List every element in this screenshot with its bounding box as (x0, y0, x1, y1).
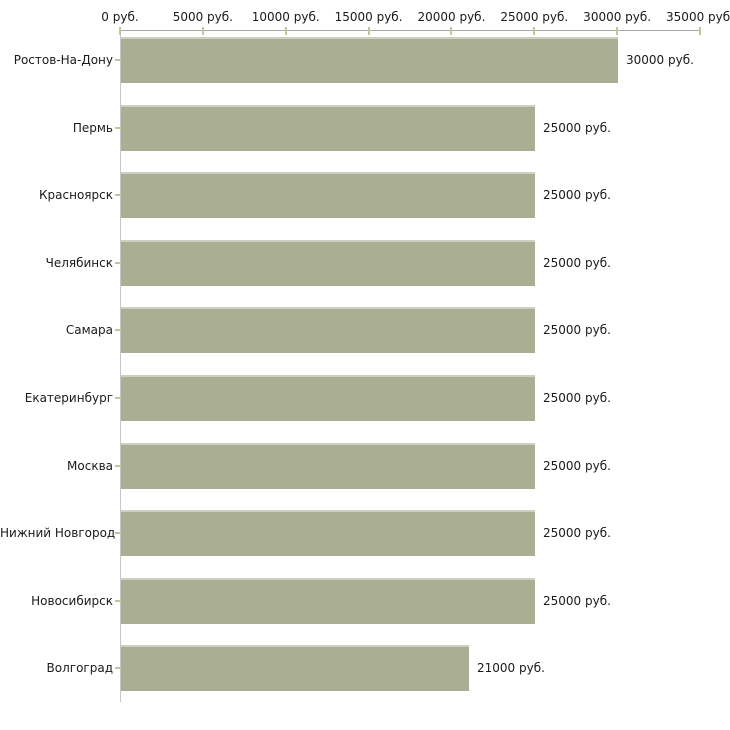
x-axis-tick-label: 20000 руб. (417, 10, 486, 24)
x-axis-tick-label: 30000 руб. (583, 10, 652, 24)
x-axis-tick-label: 0 руб. (101, 10, 139, 24)
category-label: Волгоград (46, 661, 113, 676)
category-label: Челябинск (45, 255, 113, 270)
bar (121, 104, 535, 151)
bar (121, 307, 535, 354)
category-label: Самара (65, 323, 113, 338)
bar-value-label: 25000 руб. (543, 188, 611, 203)
x-axis-tick-label: 25000 руб. (500, 10, 569, 24)
bar-value-label: 25000 руб. (543, 255, 611, 270)
category-tick (115, 59, 121, 61)
bar-value-label: 25000 руб. (543, 458, 611, 473)
x-axis-tick (533, 27, 536, 35)
x-axis-tick-label: 35000 руб. (666, 10, 730, 24)
x-axis-tick-label: 10000 руб. (251, 10, 320, 24)
category-label: Пермь (72, 120, 113, 135)
bar (121, 510, 535, 557)
category-tick (115, 464, 121, 467)
x-axis-tick (450, 27, 453, 35)
x-axis-tick (201, 27, 204, 35)
y-axis-line (120, 30, 121, 702)
bar-value-label: 21000 руб. (477, 661, 545, 676)
bar (121, 442, 535, 489)
bar-value-label: 25000 руб. (543, 526, 611, 541)
category-tick (115, 599, 121, 602)
x-axis-tick (367, 27, 370, 35)
bar (121, 37, 618, 83)
category-label: Ростов-На-Дону (13, 53, 113, 67)
bar (121, 172, 535, 219)
category-tick (115, 194, 121, 197)
category-tick (115, 397, 121, 399)
category-tick (115, 532, 121, 535)
x-axis-tick-label: 5000 руб. (172, 10, 233, 24)
category-label: Новосибирск (31, 593, 113, 608)
bar (121, 577, 535, 624)
category-label: Москва (67, 458, 113, 473)
x-axis-tick (616, 27, 619, 35)
category-tick (115, 261, 121, 264)
bar-value-label: 25000 руб. (543, 593, 611, 608)
bar (121, 239, 535, 286)
bar-value-label: 30000 руб. (626, 53, 694, 67)
bar (121, 375, 535, 421)
category-tick (115, 126, 121, 129)
x-axis-tick (284, 27, 287, 35)
x-axis-tick-label: 15000 руб. (334, 10, 403, 24)
bar-value-label: 25000 руб. (543, 391, 611, 405)
bar-value-label: 25000 руб. (543, 323, 611, 338)
x-axis-tick (699, 27, 701, 35)
bar-value-label: 25000 руб. (543, 120, 611, 135)
x-axis-tick (119, 27, 121, 35)
category-tick (115, 667, 121, 670)
bar (121, 645, 469, 692)
category-label: Екатеринбург (24, 391, 113, 405)
x-axis-line (120, 30, 701, 31)
category-label: Красноярск (39, 188, 113, 203)
category-label: Нижний Новгород (0, 526, 116, 541)
category-tick (115, 329, 121, 332)
